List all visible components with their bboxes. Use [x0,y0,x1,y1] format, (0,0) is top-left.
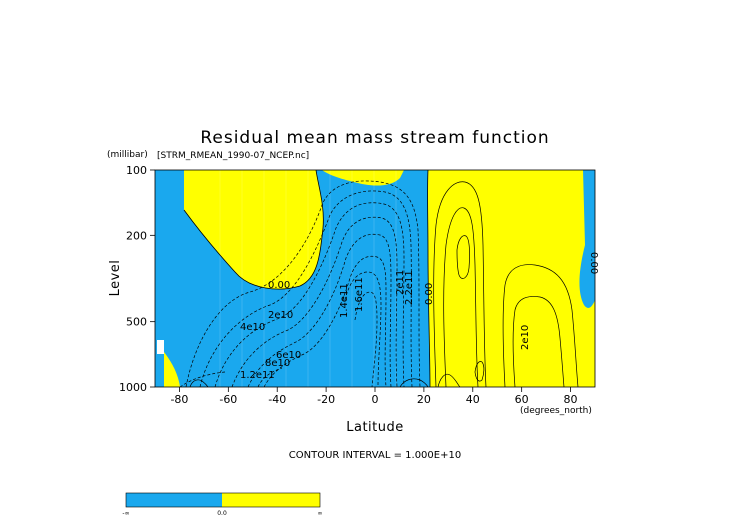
y-tick-label: 200 [126,229,147,242]
contour-interval: CONTOUR INTERVAL = 1.000E+10 [289,450,461,461]
positive-region-lower-left [164,352,180,387]
colorbar: -∞ 0.0 ∞ [122,492,323,517]
contour-label: 1.2e11 [240,370,275,381]
positive-region-north [427,170,595,387]
y-axis: 100 200 500 1000 [119,164,155,394]
contour-label: 2e10 [520,325,531,350]
contour-label: 2e11 [395,270,406,295]
missing-patch [157,340,164,354]
x-tick-label: 60 [515,393,529,406]
contour-label: 8e10 [265,358,290,369]
chart-title: Residual mean mass stream function [200,128,549,148]
y-tick-label: 1000 [119,381,147,394]
plot-area [155,170,595,387]
x-tick-label: 20 [417,393,431,406]
zero-contour [183,170,431,387]
colorbar-negative [126,493,222,507]
x-axis: -80 -60 -40 -20 0 20 40 60 80 [170,387,578,406]
x-tick-label: -80 [170,393,188,406]
colorbar-frame [125,492,321,508]
y-units: (millibar) [107,150,148,160]
x-tick-label: 0 [372,393,379,406]
negative-contours [179,180,421,387]
contour-label: 0.00 [268,280,290,291]
chart-subtitle: [STRM_RMEAN_1990-07_NCEP.nc] [157,151,309,161]
colorbar-label: -∞ [122,510,129,517]
colorbar-label: 0.0 [217,510,227,517]
colorbar-positive [222,493,320,507]
x-tick-label: 80 [564,393,578,406]
contour-label: 4e10 [240,322,265,333]
x-axis-label: Latitude [346,420,404,435]
contour-label: 0.00 [424,283,435,305]
colorbar-label: ∞ [318,510,323,517]
negative-region-right [584,235,595,301]
x-tick-label: -40 [268,393,286,406]
y-tick-label: 100 [126,164,147,177]
contour-label: 1.6e11 [354,277,365,312]
y-tick-label: 500 [126,316,147,329]
x-tick-label: 40 [466,393,480,406]
x-tick-label: -60 [219,393,237,406]
contour-labels: 0.00 2e10 4e10 6e10 8e10 1.2e11 1.4e11 1… [240,252,599,381]
x-tick-label: -20 [317,393,335,406]
positive-region-top [322,170,404,186]
y-axis-label: Level [108,260,123,297]
contour-label: 0.00 [588,252,599,274]
contour-label: 2.2e11 [404,270,415,305]
contour-label: 2e10 [268,310,293,321]
positive-region-upper-left [184,170,324,290]
positive-contours [189,181,579,387]
contour-label: 6e10 [276,350,301,361]
contour-label: 1.4e11 [339,283,350,318]
x-units: (degrees_north) [520,406,592,416]
